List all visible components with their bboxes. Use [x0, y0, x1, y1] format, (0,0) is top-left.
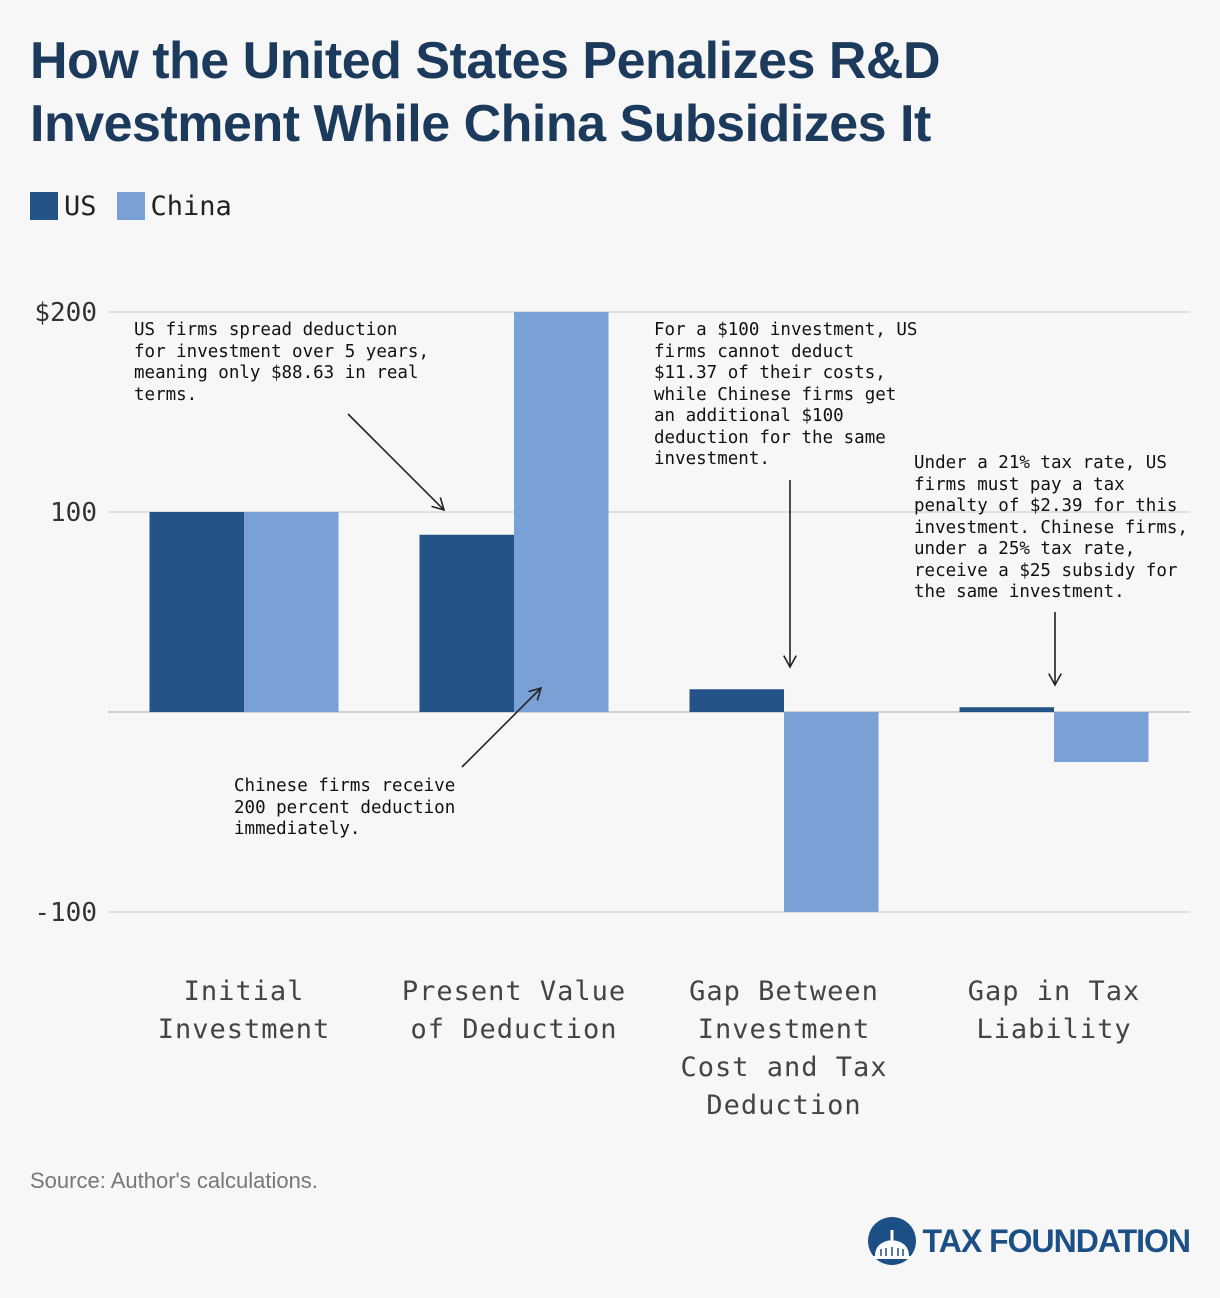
annotation-gap-tax: Under a 21% tax rate, US firms must pay … [914, 453, 1188, 602]
legend-label-us: US [64, 190, 97, 222]
y-axis-ticks: $200 100 -100 [34, 298, 97, 928]
bar-china-2 [784, 712, 879, 912]
arrow-head [1048, 673, 1062, 687]
legend-item-us: US [30, 191, 97, 222]
bar-china-1 [514, 312, 609, 712]
y-tick-label: -100 [34, 898, 97, 928]
x-category-label: Gap in Tax Liability [968, 976, 1141, 1045]
legend-item-china: China [116, 190, 232, 222]
legend-swatch-china [116, 192, 145, 220]
arrow-china-pv [461, 687, 542, 768]
annotation-china-present-value: Chinese firms receive 200 percent deduct… [234, 776, 456, 839]
x-category-label: Initial Investment [158, 976, 331, 1045]
tax-foundation-logo: TAX FOUNDATION [867, 1215, 1191, 1267]
annotation-us-present-value: US firms spread deduction for investment… [134, 320, 430, 405]
bar-china-3 [1054, 712, 1149, 762]
bar-us-1 [419, 534, 514, 712]
arrow-head [528, 686, 543, 701]
bar-china-0 [244, 512, 339, 712]
bar-chart: $200 100 -100 Initial Investment Present Val… [34, 298, 1190, 1121]
bar-us-0 [149, 512, 244, 712]
legend-label-china: China [150, 190, 232, 222]
legend: US China [30, 190, 252, 222]
y-tick-label: 100 [50, 498, 97, 528]
arrow-head [783, 655, 797, 669]
capitol-dome-icon [867, 1217, 916, 1265]
arrow-us-pv [347, 413, 445, 511]
chart-title: How the United States Penalizes R&D Inve… [30, 32, 941, 153]
brand-name: TAX FOUNDATION [922, 1222, 1191, 1259]
annotation-gap-investment: For a $100 investment, US firms cannot d… [654, 320, 918, 469]
y-tick-label: $200 [34, 298, 97, 328]
x-axis-labels: Initial Investment Present Value of Deducti… [158, 976, 1141, 1121]
bar-us-3 [959, 707, 1054, 712]
arrow-head [431, 497, 446, 512]
source-note: Source: Author's calculations. [30, 1168, 318, 1193]
bars [149, 312, 1149, 912]
legend-swatch-us [30, 192, 58, 220]
bar-us-2 [689, 689, 784, 712]
x-category-label: Present Value of Deduction [402, 976, 626, 1045]
annotation-arrows [347, 413, 1062, 768]
x-category-label: Gap Between Investment Cost and Tax Deducti… [680, 976, 887, 1121]
